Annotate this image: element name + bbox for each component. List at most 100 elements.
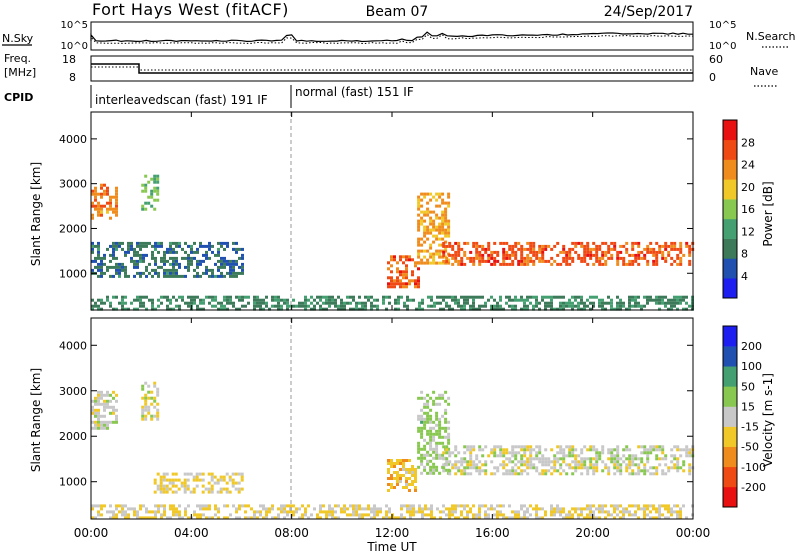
data-cell	[190, 262, 193, 266]
data-cell	[637, 241, 641, 245]
data-cell	[172, 256, 175, 260]
data-cell	[475, 244, 479, 248]
data-cell	[523, 304, 526, 308]
data-cell	[420, 414, 424, 418]
data-cell	[193, 513, 196, 517]
data-cell	[91, 204, 94, 208]
data-cell	[196, 504, 199, 508]
power-data-cells	[91, 174, 695, 311]
data-cell	[400, 513, 403, 517]
data-cell	[583, 466, 587, 470]
data-cell	[526, 466, 530, 470]
data-cell	[337, 307, 340, 311]
data-cell	[244, 295, 247, 299]
data-cell	[340, 507, 343, 511]
data-cell	[429, 444, 433, 448]
data-cell	[223, 504, 226, 508]
data-cell	[232, 301, 235, 305]
data-cell	[457, 259, 461, 263]
data-cell	[583, 516, 586, 520]
data-cell	[106, 201, 109, 205]
data-cell	[589, 445, 593, 449]
data-cell	[676, 301, 679, 305]
data-cell	[451, 507, 454, 511]
data-cell	[535, 457, 539, 461]
data-cell	[616, 448, 620, 452]
data-cell	[490, 472, 494, 476]
date-title: 24/Sep/2017	[604, 4, 693, 20]
data-cell	[535, 304, 538, 308]
data-cell	[523, 448, 527, 452]
data-cell	[171, 490, 175, 494]
data-cell	[607, 469, 611, 473]
data-cell	[160, 241, 163, 245]
data-cell	[426, 420, 430, 424]
data-cell	[156, 411, 160, 415]
data-cell	[664, 301, 667, 305]
data-cell	[169, 504, 172, 508]
data-cell	[100, 259, 103, 263]
data-cell	[411, 468, 414, 471]
data-cell	[508, 253, 512, 257]
data-cell	[109, 201, 112, 205]
data-cell	[619, 457, 623, 461]
data-cell	[388, 301, 391, 305]
data-cell	[454, 295, 457, 299]
data-cell	[175, 244, 178, 248]
data-cell	[544, 469, 548, 473]
data-cell	[304, 304, 307, 308]
data-cell	[241, 256, 244, 260]
data-cell	[97, 510, 100, 514]
data-cell	[417, 279, 420, 283]
data-cell	[349, 504, 352, 508]
data-cell	[664, 256, 668, 260]
data-cell	[628, 513, 631, 517]
data-cell	[487, 259, 491, 263]
data-cell	[139, 256, 142, 260]
data-cell	[337, 516, 340, 520]
data-cell	[435, 402, 439, 406]
data-cell	[417, 222, 421, 226]
data-cell	[429, 426, 433, 430]
data-cell	[214, 304, 217, 308]
data-cell	[487, 454, 491, 458]
data-cell	[376, 510, 379, 514]
data-cell	[445, 244, 449, 248]
data-cell	[414, 471, 417, 474]
data-cell	[438, 255, 442, 259]
data-cell	[94, 420, 97, 424]
data-cell	[163, 259, 166, 263]
data-cell	[97, 247, 100, 251]
data-cell	[574, 241, 578, 245]
data-cell	[259, 510, 262, 514]
data-cell	[184, 265, 187, 269]
data-cell	[643, 445, 647, 449]
data-cell	[417, 285, 420, 289]
data-cell	[435, 441, 439, 445]
data-cell	[346, 507, 349, 511]
data-cell	[574, 466, 578, 470]
data-cell	[109, 405, 112, 409]
data-cell	[616, 451, 620, 455]
data-cell	[139, 259, 142, 263]
data-cell	[423, 465, 427, 469]
data-cell	[559, 448, 563, 452]
data-cell	[463, 457, 467, 461]
data-cell	[583, 253, 587, 257]
data-cell	[646, 507, 649, 511]
data-cell	[508, 469, 512, 473]
data-cell	[265, 295, 268, 299]
data-cell	[106, 295, 109, 299]
data-cell	[106, 399, 109, 403]
data-cell	[577, 241, 581, 245]
data-cell	[655, 516, 658, 520]
data-cell	[139, 301, 142, 305]
data-cell	[610, 454, 614, 458]
data-cell	[520, 259, 524, 263]
data-cell	[502, 256, 506, 260]
data-cell	[304, 307, 307, 311]
data-cell	[619, 304, 622, 308]
data-cell	[601, 504, 604, 508]
data-cell	[199, 259, 202, 263]
data-cell	[445, 457, 449, 461]
